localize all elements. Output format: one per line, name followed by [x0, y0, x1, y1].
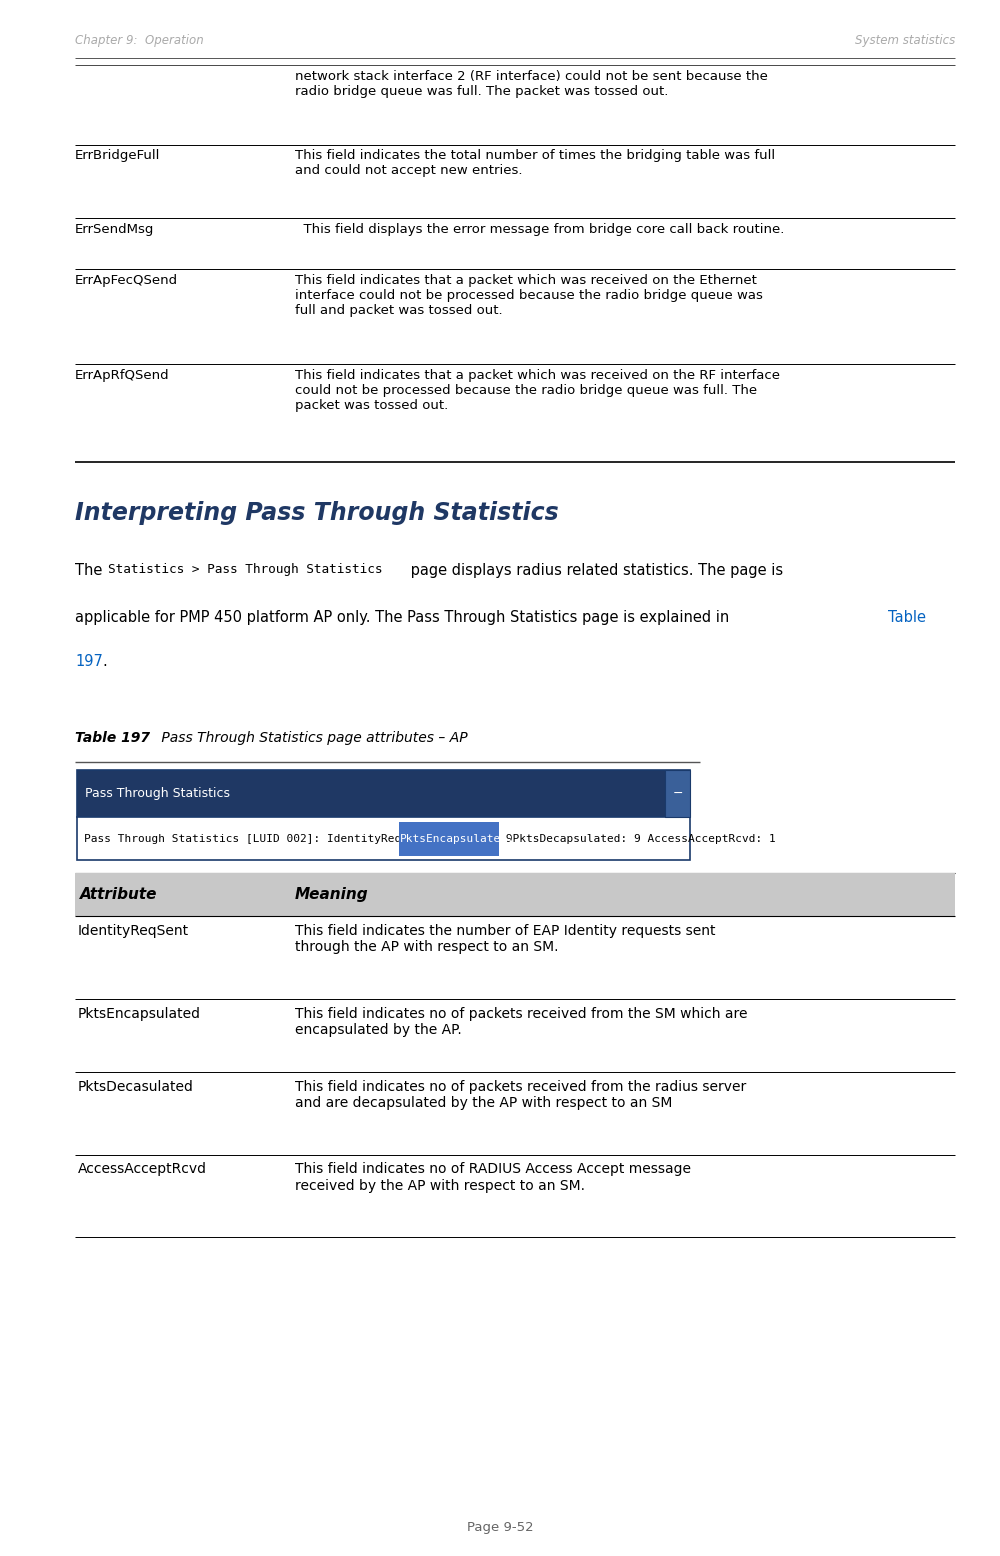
FancyBboxPatch shape	[77, 770, 690, 817]
FancyBboxPatch shape	[75, 873, 955, 916]
Text: Pass Through Statistics: Pass Through Statistics	[85, 787, 230, 800]
Text: This field indicates that a packet which was received on the Ethernet
interface : This field indicates that a packet which…	[295, 274, 763, 317]
FancyBboxPatch shape	[665, 770, 690, 817]
Text: page displays radius related statistics. The page is: page displays radius related statistics.…	[406, 563, 783, 579]
Text: ErrApRfQSend: ErrApRfQSend	[75, 369, 170, 381]
Text: The: The	[75, 563, 107, 579]
Text: .: .	[102, 654, 107, 669]
Text: This field indicates that a packet which was received on the RF interface
could : This field indicates that a packet which…	[295, 369, 780, 412]
FancyBboxPatch shape	[77, 817, 690, 860]
Text: Attribute: Attribute	[80, 887, 158, 902]
Text: PktsEncapsulated:: PktsEncapsulated:	[400, 834, 515, 843]
Text: IdentityReqSent: IdentityReqSent	[78, 924, 189, 938]
Text: Table 197: Table 197	[75, 731, 150, 745]
Text: This field indicates no of packets received from the radius server
and are decap: This field indicates no of packets recei…	[295, 1080, 746, 1109]
Text: AccessAcceptRcvd: AccessAcceptRcvd	[78, 1162, 207, 1176]
Text: ErrSendMsg: ErrSendMsg	[75, 223, 154, 235]
Text: Statistics > Pass Through Statistics: Statistics > Pass Through Statistics	[108, 563, 382, 576]
Text: Chapter 9:  Operation: Chapter 9: Operation	[75, 34, 204, 47]
Text: Table: Table	[888, 610, 926, 626]
Text: Meaning: Meaning	[295, 887, 369, 902]
Text: ErrApFecQSend: ErrApFecQSend	[75, 274, 178, 286]
Text: 9PktsDecapsulated: 9 AccessAcceptRcvd: 1: 9PktsDecapsulated: 9 AccessAcceptRcvd: 1	[499, 834, 776, 843]
Text: Interpreting Pass Through Statistics: Interpreting Pass Through Statistics	[75, 501, 559, 524]
Text: This field displays the error message from bridge core call back routine.: This field displays the error message fr…	[295, 223, 784, 235]
Text: This field indicates no of RADIUS Access Accept message
received by the AP with : This field indicates no of RADIUS Access…	[295, 1162, 691, 1192]
Text: network stack interface 2 (RF interface) could not be sent because the
radio bri: network stack interface 2 (RF interface)…	[295, 70, 768, 98]
Text: applicable for PMP 450 platform AP only. The Pass Through Statistics page is exp: applicable for PMP 450 platform AP only.…	[75, 610, 734, 626]
Text: PktsEncapsulated: PktsEncapsulated	[78, 1007, 201, 1021]
Text: This field indicates the number of EAP Identity requests sent
through the AP wit: This field indicates the number of EAP I…	[295, 924, 716, 954]
Text: This field indicates the total number of times the bridging table was full
and c: This field indicates the total number of…	[295, 149, 775, 177]
Text: −: −	[672, 787, 683, 800]
Text: Pass Through Statistics [LUID 002]: IdentityReqSent: 1: Pass Through Statistics [LUID 002]: Iden…	[84, 834, 455, 843]
Text: Page 9-52: Page 9-52	[467, 1522, 533, 1534]
Text: This field indicates no of packets received from the SM which are
encapsulated b: This field indicates no of packets recei…	[295, 1007, 748, 1036]
Text: 197: 197	[75, 654, 103, 669]
Text: Pass Through Statistics page attributes – AP: Pass Through Statistics page attributes …	[157, 731, 468, 745]
FancyBboxPatch shape	[399, 822, 499, 856]
Text: PktsDecasulated: PktsDecasulated	[78, 1080, 194, 1094]
Text: System statistics: System statistics	[855, 34, 955, 47]
Text: ErrBridgeFull: ErrBridgeFull	[75, 149, 160, 162]
